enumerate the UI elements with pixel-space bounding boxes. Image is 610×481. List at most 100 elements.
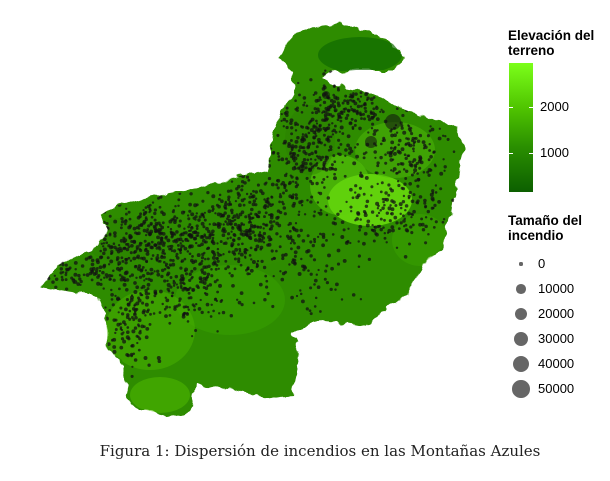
fire-point [168,321,172,325]
fire-point [220,298,224,302]
fire-point [160,225,165,230]
fire-point [102,245,105,248]
fire-point [337,112,341,117]
fire-point [331,233,335,236]
fire-point [248,254,252,257]
fire-point [356,211,360,215]
fire-point [433,115,436,119]
fire-point [402,225,406,228]
fire-point [76,282,81,286]
fire-point [381,206,385,211]
fire-point [365,199,370,204]
fire-point [321,118,325,122]
fire-point [258,231,262,234]
fire-point [407,211,411,216]
fire-point [133,281,137,285]
fire-point [157,196,160,200]
fire-point [147,363,151,367]
fire-point [236,184,241,189]
fire-point [207,310,210,314]
fire-point [379,155,383,160]
fire-point [237,259,241,264]
fire-point [161,251,165,255]
fire-point [152,312,156,315]
fire-point [206,284,210,288]
fire-point [321,232,326,237]
fire-point [426,170,430,174]
fire-point [112,269,115,272]
fire-point [265,285,269,289]
fire-point [187,217,191,221]
fire-point [135,245,140,249]
fire-point [170,218,174,222]
fire-point [398,170,401,174]
fire-point [401,113,405,118]
fire-point [202,225,206,229]
fire-point [99,232,103,236]
fire-point [200,268,204,272]
colorbar-tick-label: 2000 [540,98,569,114]
fire-point [266,205,270,208]
fire-point [337,146,341,149]
fire-point [146,271,150,276]
fire-point [326,196,330,200]
fire-point [204,265,209,269]
fire-point [133,358,138,362]
fire-point [337,152,340,155]
fire-point [414,165,418,169]
fire-point [144,269,148,272]
fire-point [283,184,286,187]
fire-point [347,227,350,230]
fire-point [303,101,306,104]
fire-point [351,127,355,131]
fire-point [126,330,130,334]
fire-point [98,269,102,273]
fire-point [344,154,347,157]
colorbar-tick-label: 1000 [540,144,569,160]
fire-point [374,232,378,236]
terrain-map [40,24,464,417]
fire-point [316,137,321,142]
fire-point [319,104,322,107]
fire-point [305,176,309,180]
fire-point [81,241,84,245]
fire-point [132,318,136,322]
fire-point [392,200,396,204]
fire-point [171,233,175,238]
fire-point [333,95,338,100]
fire-point [410,215,413,219]
fire-point [119,345,124,350]
fire-point [90,258,95,263]
fire-point [314,132,317,136]
fire-point [59,229,64,233]
fire-point [310,181,315,186]
fire-point [401,200,406,204]
fire-point [153,294,157,298]
fire-point [278,245,282,249]
fire-point [229,221,233,226]
fire-point [198,262,202,266]
size-legend-label: 10000 [538,281,575,296]
fire-point [372,132,377,136]
fire-point [402,168,406,171]
fire-point [313,240,317,244]
fire-point [143,239,147,243]
fire-point [168,306,171,309]
fire-point [156,253,159,257]
fire-point [336,86,340,90]
fire-point [309,240,313,244]
fire-point [130,273,134,277]
fire-point [120,312,125,316]
fire-point [43,245,48,250]
fire-point [79,283,82,287]
fire-point [282,117,287,122]
size-legend-label: 40000 [538,356,575,371]
fire-point [339,119,343,123]
fire-point [322,164,326,168]
fire-point [296,135,300,140]
fire-point [135,285,140,290]
fire-point [173,215,177,219]
fire-point [365,136,377,148]
fire-point [393,215,398,220]
fire-point [143,279,146,282]
